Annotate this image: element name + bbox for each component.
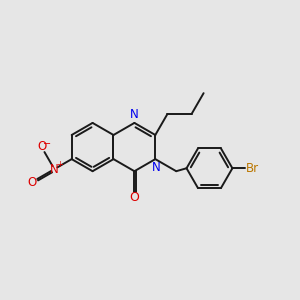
Text: Br: Br (246, 162, 259, 175)
Text: O: O (27, 176, 37, 189)
Text: N: N (152, 161, 161, 174)
Text: N: N (130, 108, 139, 121)
Text: O: O (37, 140, 46, 154)
Text: −: − (43, 139, 51, 149)
Text: N: N (50, 163, 59, 176)
Text: O: O (130, 191, 139, 204)
Text: +: + (56, 160, 63, 169)
